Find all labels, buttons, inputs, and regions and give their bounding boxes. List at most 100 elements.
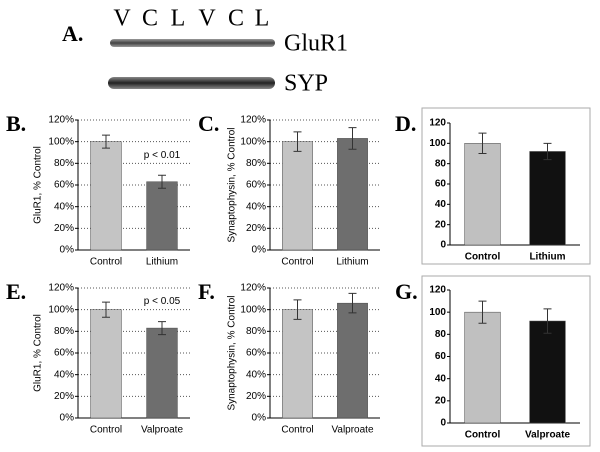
y-tick-label: 40%: [246, 369, 266, 380]
bar: [529, 151, 566, 246]
y-tick-label: 0%: [60, 413, 75, 424]
y-axis-label: GluR1, % Control: [33, 314, 44, 392]
x-tick-label: Control: [90, 257, 122, 268]
y-tick-label: 60: [435, 351, 447, 362]
error-bar: [348, 127, 357, 150]
error-bar: [478, 132, 487, 154]
panel-label: E.: [6, 279, 26, 304]
blot-band: [108, 77, 275, 89]
y-tick-label: 80%: [54, 158, 74, 169]
y-axis-label: Synaptophysin, % Control: [227, 295, 238, 410]
error-bar: [293, 299, 302, 320]
error-bar: [348, 292, 357, 314]
y-tick-label: 0%: [60, 245, 75, 256]
bar: [529, 320, 566, 424]
y-tick-label: 120%: [48, 283, 74, 294]
panel-label: C.: [198, 111, 219, 136]
x-tick-label: Control: [465, 252, 501, 263]
y-tick-label: 0: [440, 240, 446, 251]
bar: [146, 327, 178, 419]
panel-label: A.: [62, 21, 83, 46]
y-tick-label: 20: [435, 219, 447, 230]
y-tick-label: 40%: [54, 201, 74, 212]
lane-label: C: [142, 6, 158, 32]
y-tick-label: 80: [435, 329, 447, 340]
bar: [282, 309, 313, 419]
error-bar: [102, 301, 110, 318]
y-tick-label: 60%: [246, 180, 266, 191]
bar: [282, 141, 313, 251]
y-tick-label: 40%: [246, 201, 266, 212]
error-bar: [158, 174, 166, 189]
lane-label: V: [113, 6, 131, 32]
x-tick-label: Lithium: [146, 257, 178, 268]
error-bar: [102, 134, 110, 149]
bar: [146, 181, 178, 251]
blot-band: [110, 39, 275, 47]
bar: [90, 141, 122, 251]
y-tick-label: 100%: [240, 136, 266, 147]
y-tick-label: 80: [435, 158, 447, 169]
x-tick-label: Valproate: [141, 425, 184, 436]
panel-frame: [421, 107, 591, 265]
y-tick-label: 60%: [54, 348, 74, 359]
x-tick-label: Control: [465, 430, 501, 441]
panel-label: F.: [198, 279, 215, 304]
band-label: SYP: [284, 71, 328, 97]
y-tick-label: 0: [440, 418, 446, 429]
y-tick-label: 60%: [246, 348, 266, 359]
y-tick-label: 80%: [246, 326, 266, 337]
lane-label: V: [198, 6, 216, 32]
y-tick-label: 100%: [48, 136, 74, 147]
x-tick-label: Valproate: [525, 430, 570, 441]
y-tick-label: 40%: [54, 369, 74, 380]
error-bar: [158, 321, 166, 336]
y-tick-label: 20%: [246, 391, 266, 402]
panel-label: B.: [6, 111, 26, 136]
y-tick-label: 40: [435, 373, 447, 384]
panel-label: G.: [395, 279, 418, 304]
y-tick-label: 80%: [54, 326, 74, 337]
y-tick-label: 20%: [54, 391, 74, 402]
y-tick-label: 120: [429, 118, 446, 129]
x-tick-label: Control: [281, 425, 313, 436]
bar: [464, 143, 501, 246]
y-tick-label: 0%: [252, 245, 267, 256]
y-tick-label: 80%: [246, 158, 266, 169]
band-label: GluR1: [284, 31, 348, 57]
error-bar: [543, 142, 552, 161]
annotation: p < 0.05: [144, 296, 181, 307]
panel-label: D.: [395, 111, 416, 136]
lane-label: C: [228, 6, 244, 32]
y-tick-label: 20: [435, 395, 447, 406]
bar: [337, 138, 368, 251]
y-tick-label: 120%: [48, 115, 74, 126]
bar: [90, 309, 122, 419]
annotation: p < 0.01: [144, 150, 181, 161]
y-tick-label: 60%: [54, 180, 74, 191]
panel-frame: [421, 275, 591, 447]
y-axis-label: GluR1, % Control: [33, 146, 44, 224]
y-tick-label: 100: [429, 307, 446, 318]
y-axis-label: Synaptophysin, % Control: [227, 127, 238, 242]
y-tick-label: 120: [429, 285, 446, 296]
y-tick-label: 20%: [54, 223, 74, 234]
bar: [464, 311, 501, 424]
x-tick-label: Control: [281, 257, 313, 268]
y-tick-label: 60: [435, 179, 447, 190]
blot-panel: A. V C L V C L GluR1 SYP: [62, 6, 348, 97]
y-tick-label: 40: [435, 199, 447, 210]
bar: [337, 302, 368, 419]
y-tick-label: 100%: [240, 304, 266, 315]
x-tick-label: Valproate: [331, 425, 374, 436]
y-tick-label: 100%: [48, 304, 74, 315]
error-bar: [478, 300, 487, 324]
error-bar: [293, 131, 302, 152]
x-tick-label: Control: [90, 425, 122, 436]
y-tick-label: 120%: [240, 115, 266, 126]
y-tick-label: 0%: [252, 413, 267, 424]
lane-label: L: [255, 6, 270, 32]
y-tick-label: 20%: [246, 223, 266, 234]
